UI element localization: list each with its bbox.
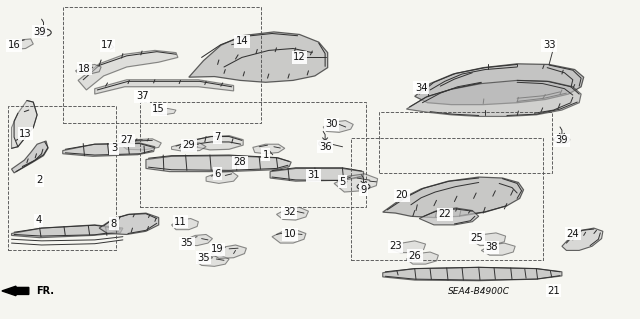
Text: FR.: FR.: [36, 286, 54, 296]
Text: 9: 9: [360, 185, 367, 195]
Text: 5: 5: [339, 177, 346, 187]
Polygon shape: [383, 177, 524, 218]
Polygon shape: [95, 80, 234, 94]
Polygon shape: [383, 267, 562, 281]
Text: 11: 11: [174, 217, 187, 227]
Polygon shape: [12, 225, 123, 238]
Polygon shape: [270, 168, 364, 181]
Polygon shape: [206, 172, 238, 183]
Polygon shape: [197, 255, 229, 266]
Text: 28: 28: [234, 157, 246, 167]
Text: 19: 19: [211, 244, 224, 255]
Text: 8: 8: [111, 219, 117, 229]
Text: 20: 20: [396, 190, 408, 200]
Polygon shape: [76, 64, 101, 74]
Circle shape: [40, 31, 47, 34]
Polygon shape: [172, 143, 206, 152]
Polygon shape: [191, 136, 243, 150]
Text: 29: 29: [182, 140, 195, 150]
Text: 26: 26: [408, 251, 421, 261]
Text: 12: 12: [293, 52, 306, 63]
Text: 10: 10: [284, 229, 296, 240]
Text: 2: 2: [36, 175, 43, 185]
Polygon shape: [276, 207, 308, 220]
Polygon shape: [481, 243, 515, 255]
Polygon shape: [12, 39, 33, 49]
Polygon shape: [63, 143, 155, 156]
Text: 14: 14: [236, 36, 248, 47]
Polygon shape: [184, 234, 212, 246]
Text: 3: 3: [111, 143, 117, 153]
Text: 39: 39: [556, 135, 568, 145]
Text: 34: 34: [415, 83, 428, 93]
Polygon shape: [189, 32, 328, 82]
Polygon shape: [415, 64, 584, 105]
Polygon shape: [253, 144, 285, 154]
Bar: [379, 112, 552, 173]
Text: 21: 21: [547, 286, 560, 296]
Polygon shape: [272, 230, 306, 243]
Text: 13: 13: [19, 129, 32, 139]
Text: 24: 24: [566, 228, 579, 239]
Polygon shape: [146, 156, 291, 172]
Polygon shape: [78, 50, 178, 90]
Bar: [140, 102, 366, 207]
Circle shape: [361, 185, 366, 188]
Polygon shape: [155, 108, 176, 115]
Bar: [8, 106, 116, 250]
Polygon shape: [470, 233, 506, 246]
Polygon shape: [12, 141, 48, 173]
Bar: [63, 7, 261, 123]
Text: 38: 38: [485, 242, 498, 252]
Text: 25: 25: [470, 233, 483, 243]
Text: 33: 33: [543, 40, 556, 50]
Polygon shape: [172, 219, 198, 230]
Text: 35: 35: [180, 238, 193, 248]
Polygon shape: [390, 241, 426, 253]
Polygon shape: [12, 100, 37, 148]
Circle shape: [559, 138, 565, 141]
Polygon shape: [562, 228, 603, 250]
Polygon shape: [99, 213, 159, 234]
Polygon shape: [406, 80, 581, 116]
Text: 16: 16: [8, 40, 20, 50]
Text: 27: 27: [120, 135, 133, 145]
Text: 17: 17: [101, 40, 114, 50]
Text: 23: 23: [389, 241, 402, 251]
Polygon shape: [334, 174, 378, 192]
Text: 32: 32: [283, 207, 296, 217]
Text: 39: 39: [33, 27, 46, 37]
Text: 4: 4: [35, 215, 42, 225]
Polygon shape: [211, 245, 246, 258]
Polygon shape: [406, 252, 438, 264]
Polygon shape: [419, 208, 479, 225]
Bar: [351, 138, 543, 260]
Text: 36: 36: [319, 142, 332, 152]
Text: SEA4-B4900C: SEA4-B4900C: [448, 287, 510, 296]
Text: 18: 18: [78, 64, 91, 74]
Text: 7: 7: [214, 132, 221, 142]
Text: 30: 30: [325, 119, 338, 130]
Circle shape: [323, 142, 328, 145]
Text: 37: 37: [136, 91, 148, 101]
Polygon shape: [323, 121, 353, 132]
Polygon shape: [120, 139, 161, 150]
Text: 22: 22: [438, 209, 451, 219]
Text: 1: 1: [262, 150, 269, 160]
Text: 35: 35: [197, 253, 210, 263]
Text: 15: 15: [152, 104, 165, 114]
Text: 31: 31: [307, 170, 320, 181]
FancyArrow shape: [2, 286, 29, 296]
Text: 6: 6: [214, 169, 221, 179]
